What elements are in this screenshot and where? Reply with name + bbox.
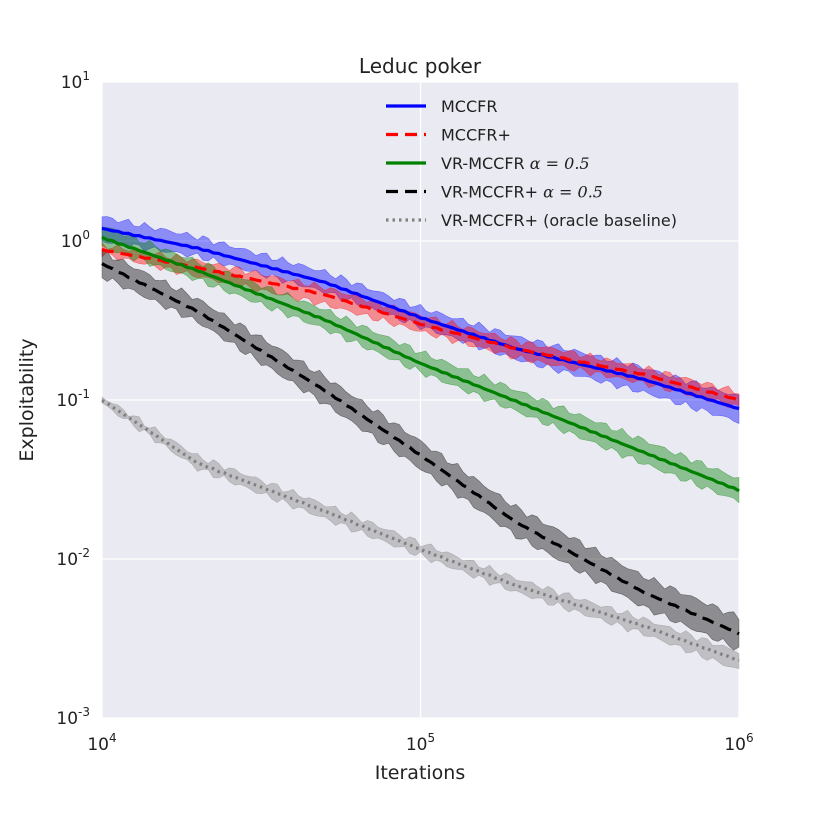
x-tick-label: 104 <box>87 731 116 755</box>
legend-label-0: MCCFR <box>441 97 497 116</box>
series-line-3 <box>101 262 740 636</box>
series-line-0 <box>101 226 740 411</box>
legend-label-3: VR-MCCFR+ α = 0.5 <box>441 183 603 202</box>
band-4 <box>101 396 740 669</box>
y-tick-label: 10-2 <box>56 546 90 570</box>
y-tick-label: 10-3 <box>56 705 90 729</box>
legend: MCCFR MCCFR+ VR-MCCFR α = 0.5 VR-MCCFR+ α =… <box>386 97 677 230</box>
legend-label-1: MCCFR+ <box>441 126 511 145</box>
x-axis-label: Iterations <box>375 762 466 784</box>
y-tick-label: 10-1 <box>56 387 90 411</box>
series-line-1 <box>101 247 740 402</box>
chart-title: Leduc poker <box>359 54 482 78</box>
legend-label-4: VR-MCCFR+ (oracle baseline) <box>441 211 677 230</box>
tick-labels: 104 105 106 10-3 10-2 10-1 100 101 <box>56 69 753 755</box>
band-0 <box>101 216 740 424</box>
x-tick-label: 106 <box>724 731 753 755</box>
x-tick-label: 105 <box>406 731 435 755</box>
legend-label-2: VR-MCCFR α = 0.5 <box>441 154 590 173</box>
series-line-2 <box>101 235 740 493</box>
series-lines <box>101 226 740 662</box>
y-tick-label: 100 <box>61 228 90 252</box>
y-axis-label: Exploitability <box>16 338 38 461</box>
grid-lines <box>101 81 740 719</box>
y-tick-label: 101 <box>61 69 90 93</box>
